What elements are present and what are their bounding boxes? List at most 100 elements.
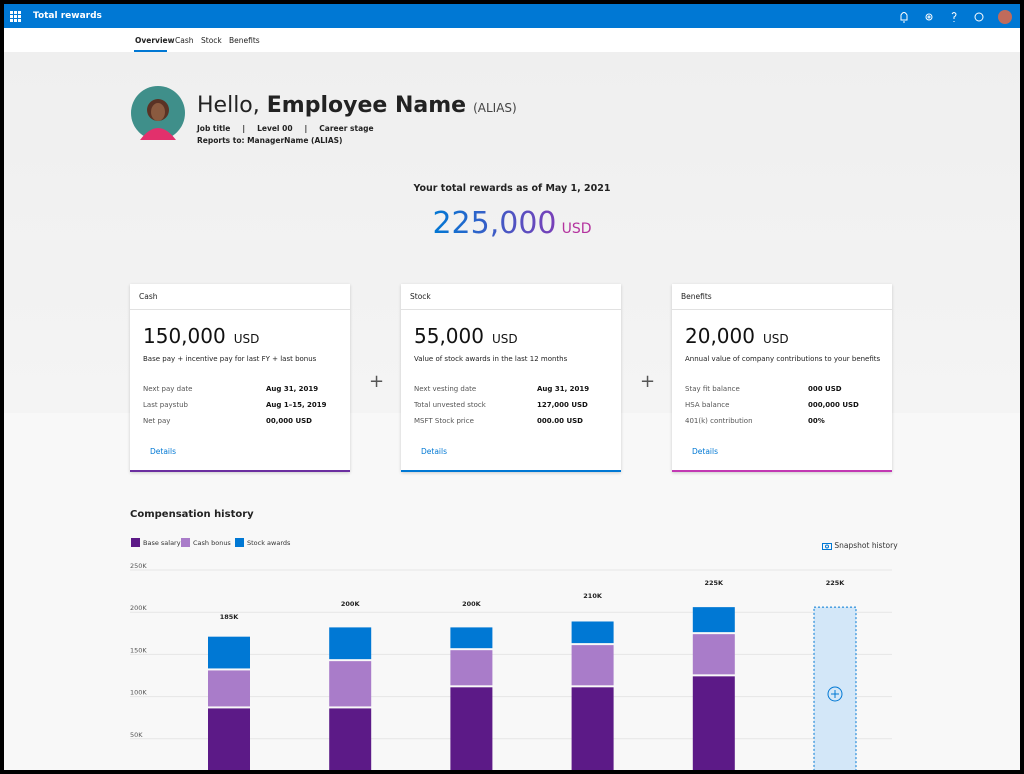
total-label: 210K [583,592,603,600]
top-bar [0,4,1024,28]
card-description: Base pay + incentive pay for last FY + l… [143,355,317,363]
card-header [130,284,350,310]
card-title: Benefits [681,292,712,301]
y-tick-label: 150K [130,646,147,654]
card-amount-row: 20,000 USD [685,324,789,348]
card-currency: USD [491,332,518,346]
card-row-label: Next vesting date [414,385,477,393]
bar-segment [692,634,735,675]
total-label: 225K [704,579,724,587]
bar-segment [450,650,493,686]
legend-swatch [181,538,190,547]
profile-meta: Job title | Level 00 | Career stage [197,124,374,133]
snapshot-history[interactable]: Snapshot history [822,541,898,550]
plus-icon: + [640,371,656,392]
nav-tab[interactable]: Cash [175,36,194,45]
card-row-value: Aug 31, 2019 [266,385,319,393]
chart-title: Compensation history [130,509,254,520]
bar-segment [329,708,372,774]
card-header [672,284,892,310]
card-details-link[interactable]: Details [150,447,177,456]
bar-segment [208,708,250,774]
card-amount: 150,000 [143,324,226,348]
career-stage: Career stage [319,124,374,133]
app-title: Total rewards [33,11,102,21]
legend-swatch [131,538,140,547]
bar-segment [571,645,614,686]
card-row-value: Aug 1–15, 2019 [266,401,327,409]
bar-segment [208,636,250,669]
card-row-label: Net pay [143,417,171,425]
snapshot-history-label[interactable]: Snapshot history [834,541,898,550]
legend-label: Base salary [143,539,181,547]
card-row-label: MSFT Stock price [414,417,474,425]
level: Level 00 [257,124,293,133]
total-label: 200K [462,600,482,608]
total-currency: USD [561,221,592,237]
y-tick-label: 50K [130,731,143,739]
bar-segment [692,676,735,774]
summary-card: Benefits 20,000 USD Annual value of company… [672,284,892,472]
help-icon[interactable] [951,12,957,23]
y-tick-label: 200K [130,604,147,612]
card-row-value: 127,000 USD [537,401,588,409]
settings-icon[interactable] [925,13,933,21]
y-tick-label: 250K [130,562,147,570]
total-amount: 225,000 [432,206,557,241]
camera-icon [822,543,832,550]
add-icon[interactable] [827,686,843,702]
card-currency: USD [233,332,260,346]
card-title: Stock [410,292,431,301]
card-row-value: Aug 31, 2019 [537,385,590,393]
greeting: Hello, Employee Name (ALIAS) [197,93,517,118]
account-avatar[interactable] [998,10,1012,24]
bar-segment [450,627,493,649]
bar-segment [450,687,493,774]
card-row-value: 000 USD [808,385,842,393]
card-description: Annual value of company contributions to… [685,355,881,363]
plus-icon: + [369,371,385,392]
nav-tab[interactable]: Overview [135,36,175,45]
total-label: 225K [826,579,846,587]
card-description: Value of stock awards in the last 12 mon… [414,355,568,363]
card-row-label: Total unvested stock [414,401,486,409]
card-row-label: HSA balance [685,401,730,409]
greeting-text: Hello, [197,93,260,118]
legend-swatch [235,538,244,547]
y-tick-label: 100K [130,689,147,697]
nav-underline [134,50,167,52]
total-label: 200K [341,600,361,608]
card-row-value: 00,000 USD [266,417,312,425]
nav-tab[interactable]: Benefits [229,36,260,45]
card-details-link[interactable]: Details [421,447,448,456]
card-amount-row: 150,000 USD [143,324,259,348]
card-header [401,284,621,310]
card-row-value: 000.00 USD [537,417,583,425]
card-row-label: Stay fit balance [685,385,740,393]
feedback-icon[interactable] [974,12,984,22]
compensation-chart: 50K 100K 150K 200K 250K 185K 200K 200K 210K 225K 2… [130,562,892,774]
card-row-label: Last paystub [143,401,188,409]
card-row-label: Next pay date [143,385,193,393]
legend-label: Stock awards [247,539,291,547]
total-label: 185K [220,613,240,621]
nav-tab[interactable]: Stock [201,36,222,45]
card-row-label: 401(k) contribution [685,417,753,425]
card-amount-row: 55,000 USD [414,324,518,348]
employee-name: Employee Name [266,93,467,118]
card-details-link[interactable]: Details [692,447,719,456]
bar-segment [208,670,250,707]
card-amount: 55,000 [414,324,484,348]
top-bar-icons [900,10,1012,24]
card-row-value: 00% [808,417,825,425]
nav-bar [0,28,1024,52]
bar-segment [571,687,614,774]
bar-segment [692,607,735,633]
notifications-icon[interactable] [900,12,908,23]
app-launcher[interactable] [10,11,22,23]
summary-card: Stock 55,000 USD Value of stock awards in t… [401,284,621,472]
summary-card: Cash 150,000 USD Base pay + incentive pay f… [130,284,350,472]
bar-segment [571,621,614,644]
employee-alias: (ALIAS) [473,101,517,115]
